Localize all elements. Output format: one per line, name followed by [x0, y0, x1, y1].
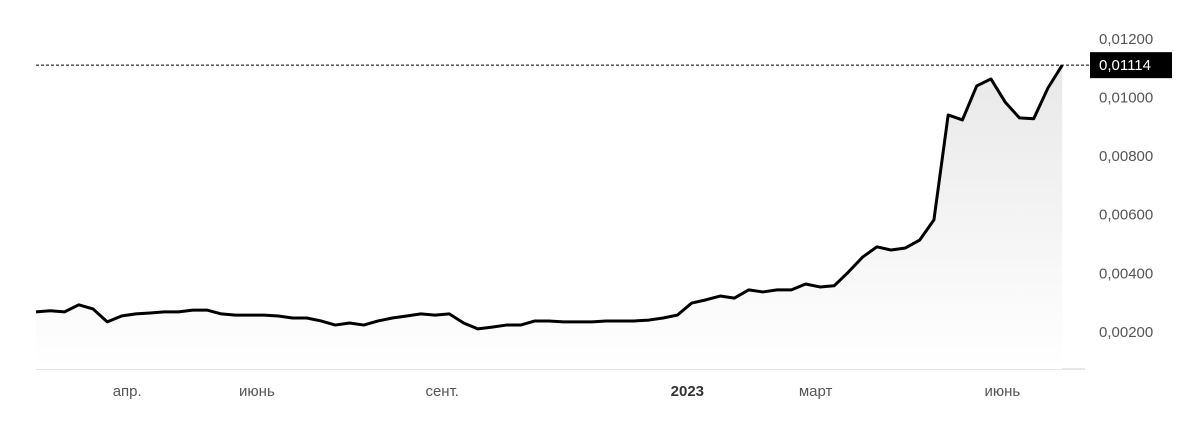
y-tick-label: 0,00600	[1099, 207, 1153, 224]
area	[36, 65, 1063, 369]
y-tick-label: 0,01200	[1099, 31, 1153, 48]
line	[35, 64, 1064, 331]
y-tick-label: 0,00400	[1099, 265, 1153, 282]
last-value-label: 0,01114	[1099, 57, 1151, 74]
x-tick-label: июнь	[984, 383, 1020, 400]
y-tick-label: 0,00200	[1099, 324, 1153, 341]
y-tick-label: 0,01000	[1099, 90, 1153, 107]
x-tick-label: сент.	[425, 383, 459, 400]
x-tick-label: апр.	[113, 383, 142, 400]
y-tick-label: 0,00800	[1099, 148, 1153, 165]
x-tick-label: 2023	[671, 383, 704, 400]
last-value-box	[1090, 52, 1172, 79]
x-tick-label: март	[799, 383, 833, 400]
x-tick-label: июнь	[239, 383, 275, 400]
